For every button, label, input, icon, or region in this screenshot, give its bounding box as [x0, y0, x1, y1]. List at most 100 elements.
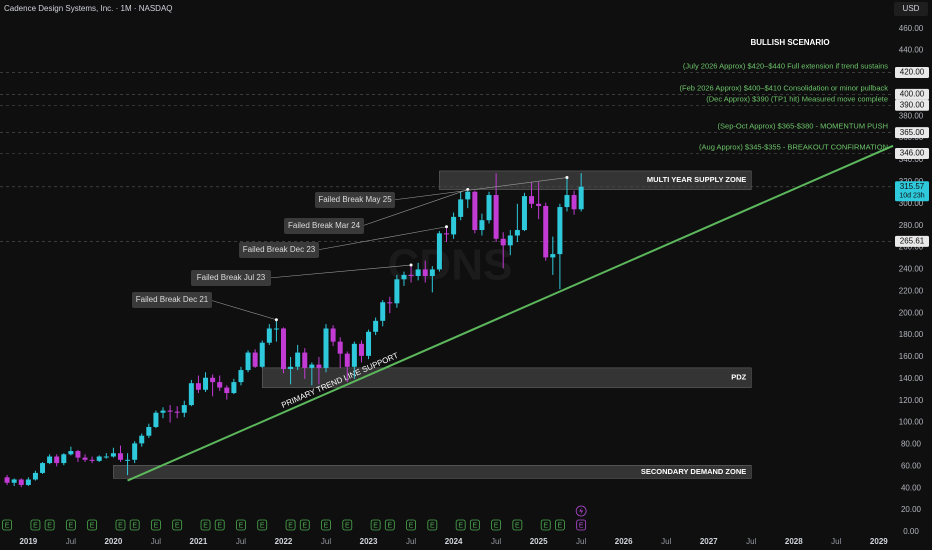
candle-body [110, 453, 116, 457]
price-box [895, 147, 929, 159]
chart-title: Cadence Design Systems, Inc. · 1M · NASD… [4, 4, 173, 13]
candle-body [571, 195, 577, 210]
y-tick-label: 240.00 [899, 265, 924, 274]
candle-body [4, 477, 10, 483]
candle-body [25, 479, 31, 485]
x-tick-label: Jul [236, 537, 246, 546]
candle-body [82, 457, 88, 460]
earnings-marker-box [491, 519, 502, 531]
dividend-icon-bolt [579, 507, 584, 515]
candle-body [167, 410, 173, 412]
earnings-marker-box [469, 519, 480, 531]
candle-body [323, 328, 329, 368]
candle-body [174, 411, 180, 413]
candle-body [203, 377, 209, 390]
x-tick-label: Jul [491, 537, 501, 546]
watermark: CDNS [388, 241, 513, 290]
y-tick-label: 200.00 [899, 308, 924, 317]
callout-line [392, 177, 568, 201]
earnings-marker: E [217, 522, 222, 529]
candle-body [146, 426, 152, 436]
earnings-marker: E [132, 522, 137, 529]
candle-body [451, 216, 457, 235]
candle-body [458, 199, 464, 217]
earnings-marker: E [288, 522, 293, 529]
candle-body [380, 302, 386, 321]
candle-body [11, 479, 17, 483]
callout-line [209, 299, 277, 321]
x-tick-label: Jul [576, 537, 586, 546]
earnings-marker: E [118, 522, 123, 529]
y-tick-label: 340.00 [899, 155, 924, 164]
candle-body [521, 196, 527, 231]
candle-body [514, 230, 520, 236]
earnings-marker: E [302, 522, 307, 529]
x-tick-label: Jul [831, 537, 841, 546]
price-box-label: 390.00 [900, 100, 925, 109]
candle-body [280, 328, 286, 369]
candle-body [295, 352, 301, 367]
earnings-marker: E [239, 522, 244, 529]
y-tick-label: 380.00 [899, 111, 924, 120]
candle-body [217, 382, 223, 388]
candle-body [479, 220, 485, 231]
candle-body [387, 302, 393, 304]
candle-body [252, 352, 258, 367]
candle-body [160, 410, 166, 413]
x-tick-label: 2026 [615, 537, 633, 546]
candle-body [259, 342, 265, 367]
candle-body [231, 382, 237, 394]
candle-body [188, 383, 194, 406]
candle-body [493, 195, 499, 239]
candle-body [75, 451, 81, 458]
failed-break-point [445, 225, 448, 229]
callout-label: Failed Break May 25 [318, 195, 392, 204]
earnings-marker: E [47, 522, 52, 529]
earnings-marker: E [515, 522, 520, 529]
price-box-label: 420.00 [900, 68, 925, 77]
earnings-marker: E [458, 522, 463, 529]
x-tick-label: 2021 [190, 537, 208, 546]
earnings-marker-box [455, 519, 466, 531]
x-tick-label: Jul [406, 537, 416, 546]
callout-line [316, 226, 447, 251]
candle-body [47, 456, 53, 464]
zone-label: MULTI YEAR SUPPLY ZONE [647, 175, 746, 184]
earnings-marker: E [387, 522, 392, 529]
candle-body [444, 233, 449, 235]
earnings-marker-box [512, 519, 523, 531]
zone-label: SECONDARY DEMAND ZONE [641, 467, 746, 476]
callout-box [132, 292, 212, 308]
earnings-marker-box [236, 519, 246, 531]
candle-body [18, 479, 24, 485]
candle-body [40, 463, 46, 473]
candle-body [132, 443, 138, 460]
candle-body [224, 387, 230, 394]
scenario-note: (July 2026 Approx) $420–$440 Full extens… [683, 61, 888, 70]
dividend-icon [575, 505, 587, 517]
failed-break-point [565, 176, 569, 180]
callout-label: Failed Break Dec 23 [243, 245, 316, 254]
callout-box [315, 192, 395, 208]
candle-body [68, 451, 74, 455]
earnings-marker-box [321, 519, 331, 531]
candle-body [337, 341, 343, 354]
earnings-marker: E [175, 522, 180, 529]
callout-label: Failed Break Jul 23 [197, 273, 266, 282]
callout-line [268, 264, 412, 279]
currency-box [894, 2, 928, 16]
candle-body [89, 459, 95, 461]
earnings-marker-box [406, 519, 416, 531]
x-tick-label: Jul [66, 537, 76, 546]
candle-body [507, 235, 513, 246]
candle-body [61, 454, 67, 464]
x-tick-label: 2023 [360, 537, 378, 546]
y-tick-label: 260.00 [899, 243, 924, 252]
candle-body [210, 377, 216, 383]
candle-body [32, 472, 38, 480]
trend-line [127, 144, 894, 482]
scenario-note: (Aug Approx) $345-$355 - BREAKOUT CONFIR… [699, 142, 888, 151]
candle-body [273, 328, 279, 330]
candle-body [54, 456, 60, 464]
